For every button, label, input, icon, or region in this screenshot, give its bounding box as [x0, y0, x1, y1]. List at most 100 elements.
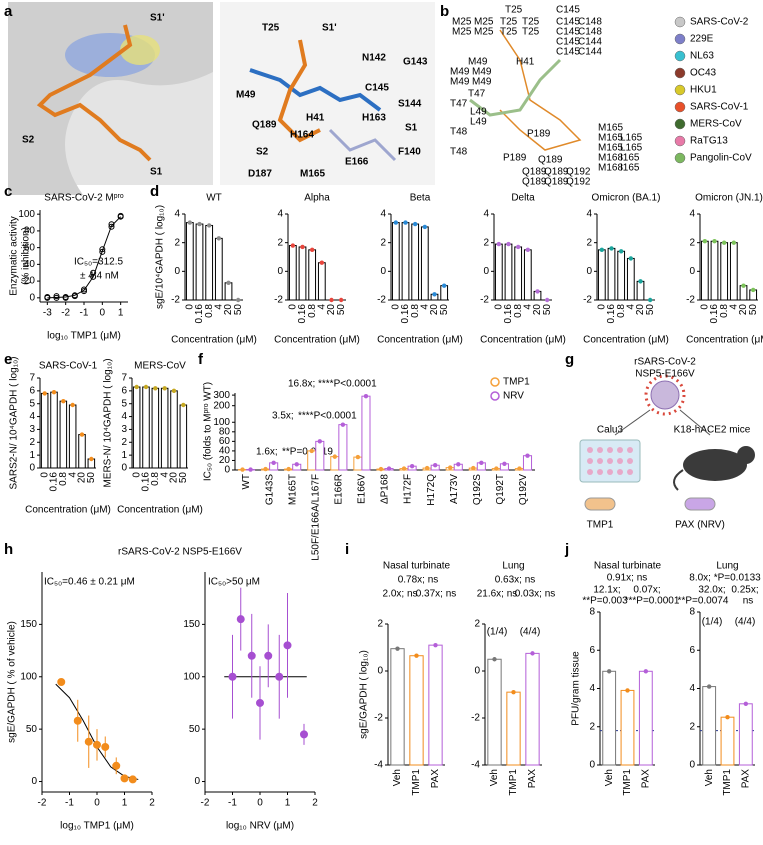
- residue-label: T48: [450, 147, 468, 158]
- x-tick-label: 50: [439, 304, 450, 316]
- annotation: **P=0.003: [582, 596, 628, 607]
- bar-point: [600, 248, 604, 252]
- legend-marker: [675, 68, 685, 78]
- x-axis-label: Concentration (μM): [117, 505, 203, 516]
- chart-title: Delta: [511, 193, 535, 204]
- y-tick-label: 0: [277, 266, 283, 277]
- y-tick-label: 150: [20, 619, 37, 630]
- bar-point: [751, 288, 755, 292]
- y-tick-label: 2: [474, 619, 480, 630]
- structure-label: C145: [365, 83, 389, 94]
- x-tick-label: TMP1: [622, 769, 633, 796]
- virus-icon: [651, 381, 679, 409]
- bar-point: [517, 466, 521, 470]
- x-axis-label: Concentration (μM): [171, 335, 257, 346]
- schematic-label: rSARS-CoV-2: [634, 357, 696, 368]
- x-tick-label: M165T: [287, 474, 298, 505]
- y-tick-label: 0: [29, 292, 35, 303]
- bar-point: [300, 245, 304, 249]
- y-tick-label: 0: [377, 666, 383, 677]
- y-tick-label: 3: [29, 424, 35, 435]
- bar: [69, 405, 76, 468]
- legend-label: HKU1: [690, 85, 717, 96]
- panel-label: a: [4, 3, 13, 20]
- x-tick-label: -1: [65, 798, 74, 809]
- arrow: [615, 410, 650, 435]
- x-tick-label: TMP1: [508, 769, 519, 796]
- chart-title: Lung: [716, 561, 738, 572]
- y-axis-label: Enzymatic activity: [9, 216, 20, 295]
- annotation: ***P=0.0001: [625, 596, 680, 607]
- residue-label: T25: [500, 27, 518, 38]
- y-tick-label: 60: [219, 436, 231, 447]
- structure-label: S1': [322, 23, 337, 34]
- x-tick-label: G143S: [264, 474, 275, 505]
- bar-point: [526, 248, 530, 252]
- bar-point: [42, 391, 46, 395]
- data-point: [113, 762, 120, 769]
- bar: [429, 645, 442, 765]
- panel-label: c: [4, 183, 12, 200]
- annotation: 21.6x; ns: [477, 589, 518, 600]
- panel-label: g: [565, 351, 574, 368]
- legend-marker: [675, 51, 685, 61]
- annotation: 12.1x;: [593, 585, 620, 596]
- x-tick-label: 50: [645, 304, 656, 316]
- y-tick-label: -2: [274, 295, 283, 306]
- annotation: (1/4): [702, 617, 723, 628]
- bar-point: [725, 715, 729, 719]
- annotation: ± 4.4 nM: [80, 271, 119, 282]
- bar-point: [479, 461, 483, 465]
- chart-title: SARS-CoV-2 Mᵖʳᵒ: [44, 193, 124, 204]
- bar: [196, 224, 203, 300]
- chart-title: Omicron (JN.1): [695, 193, 763, 204]
- bar: [410, 656, 423, 765]
- x-axis-label: log₁₀ NRV (μM): [226, 821, 294, 832]
- x-tick-label: ΔP168: [380, 474, 391, 504]
- y-tick-label: 0: [31, 776, 37, 787]
- annotation: (1/4): [487, 627, 508, 638]
- bar-point: [525, 453, 529, 457]
- structure-label: T25: [262, 23, 280, 34]
- bar-point: [707, 684, 711, 688]
- annotation: (4/4): [735, 617, 756, 628]
- bar-point: [609, 246, 613, 250]
- chart-title: SARS-CoV-1: [39, 361, 98, 372]
- y-axis-label: sgE/GAPDH ( % of vehicle): [7, 621, 18, 743]
- y-tick-label: 0: [224, 465, 230, 476]
- y-tick-label: 4: [586, 209, 592, 220]
- x-axis-label: Concentration (μM): [274, 335, 360, 346]
- bar: [701, 241, 708, 300]
- y-axis-label: sgE/GAPDH ( log₁₀): [359, 650, 370, 739]
- bar: [289, 246, 296, 300]
- bar: [507, 692, 520, 765]
- bar: [402, 223, 409, 300]
- x-tick-label: -2: [61, 308, 70, 319]
- chart-title: Omicron (BA.1): [592, 193, 661, 204]
- bar: [412, 224, 419, 300]
- bar: [161, 388, 168, 468]
- y-tick-label: -2: [374, 713, 383, 724]
- capsule-pax: [685, 498, 715, 510]
- bar: [421, 227, 428, 300]
- structure-label: S1: [405, 123, 418, 134]
- y-axis-label: MERS-N/ 10⁴GAPDH ( log₁₀): [103, 358, 114, 487]
- residue-label: T47: [450, 99, 468, 110]
- bar: [721, 717, 734, 765]
- data-point: [121, 775, 128, 782]
- bar-point: [712, 239, 716, 243]
- y-axis-label: IC₅₀ (folds to Mᵖʳᵒ WT): [203, 382, 214, 481]
- bar-point: [629, 256, 633, 260]
- y-tick-label: 100: [183, 671, 200, 682]
- y-tick-label: 100: [213, 417, 230, 428]
- bar-point: [291, 243, 295, 247]
- bar-point: [341, 422, 345, 426]
- y-tick-label: 100: [20, 671, 37, 682]
- bar-point: [410, 464, 414, 468]
- bar: [79, 435, 86, 468]
- bar: [639, 671, 652, 765]
- chart-title: Alpha: [304, 193, 330, 204]
- bar: [730, 243, 737, 300]
- residue-label: P189: [503, 153, 527, 164]
- panel-label: d: [150, 183, 159, 200]
